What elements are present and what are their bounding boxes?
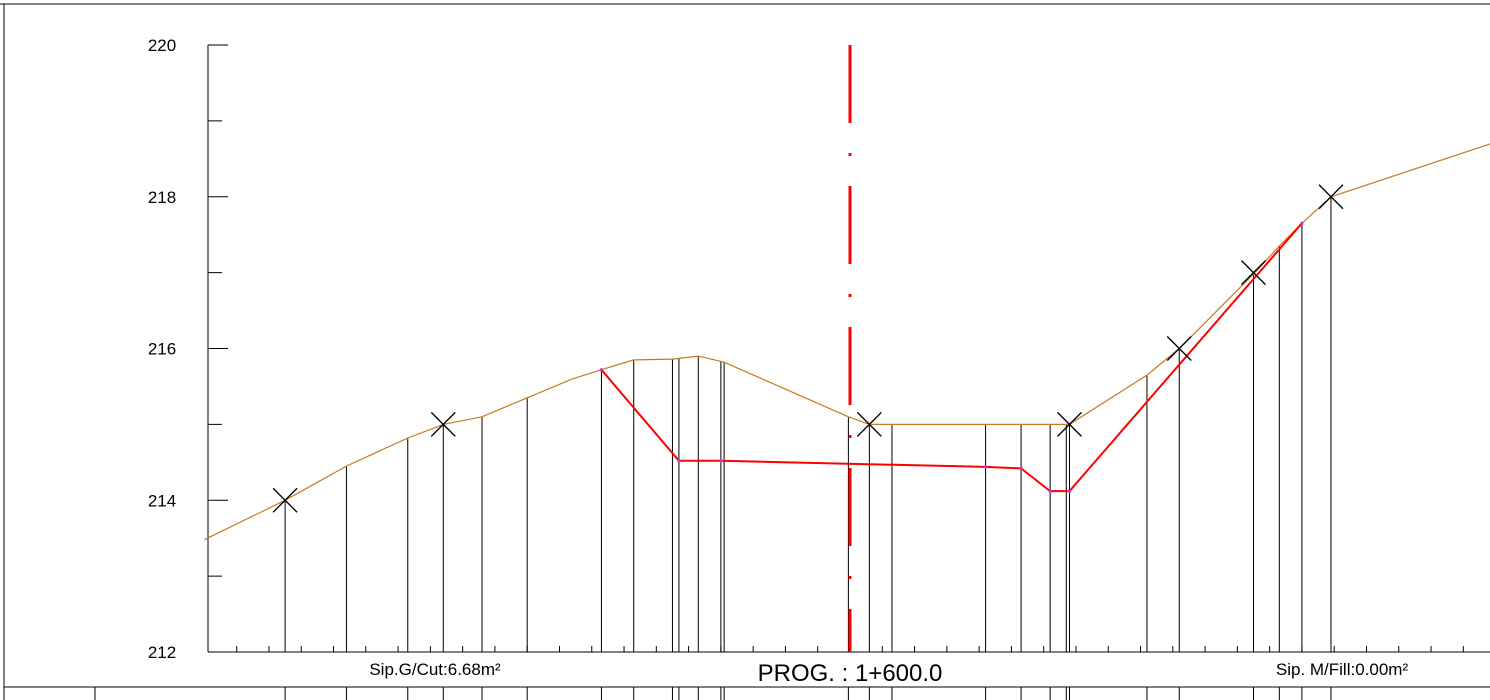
marker-stroke [1318,184,1344,210]
elevation-marker [1241,260,1266,286]
design-vertex [719,459,723,463]
design-line [600,222,1303,493]
elevation-marker [1166,336,1192,361]
design-vertex [599,368,604,372]
y-tick-label: 218 [148,188,176,207]
design-vertex [677,459,681,463]
design-profile [599,221,1304,493]
elevation-marker [1318,184,1344,210]
marker-stroke [1241,260,1266,286]
ground-profile [204,143,1490,541]
design-vertex [1067,489,1072,493]
elevation-markers [272,184,1344,513]
cut-area-label: Sip.G/Cut:6.68m² [369,660,501,679]
station-verticals [284,196,1332,652]
marker-stroke [272,487,298,513]
station-label: PROG. : 1+600.0 [758,660,943,687]
elevation-marker [272,487,298,513]
marker-stroke [430,411,456,437]
elevation-marker [430,411,456,437]
design-vertex [1048,489,1052,493]
y-tick-label: 212 [148,643,176,662]
plot-frame [0,3,1490,700]
ground-line [204,143,1490,541]
elevation-marker [856,411,882,437]
y-tick-label: 214 [148,491,176,510]
marker-stroke [1057,411,1082,437]
elevation-marker [1057,411,1082,437]
marker-stroke [856,411,882,437]
annotations: Sip.G/Cut:6.68m² PROG. : 1+600.0 Sip. M/… [369,660,1408,687]
design-vertex [983,465,988,469]
design-vertex [1019,466,1023,470]
design-vertex [1300,221,1304,225]
y-axis: 212 214 216 218 220 [148,36,228,662]
marker-stroke [1166,336,1192,361]
fill-area-label: Sip. M/Fill:0.00m² [1276,660,1409,679]
y-tick-label: 216 [148,340,176,359]
y-tick-label: 220 [148,36,176,55]
